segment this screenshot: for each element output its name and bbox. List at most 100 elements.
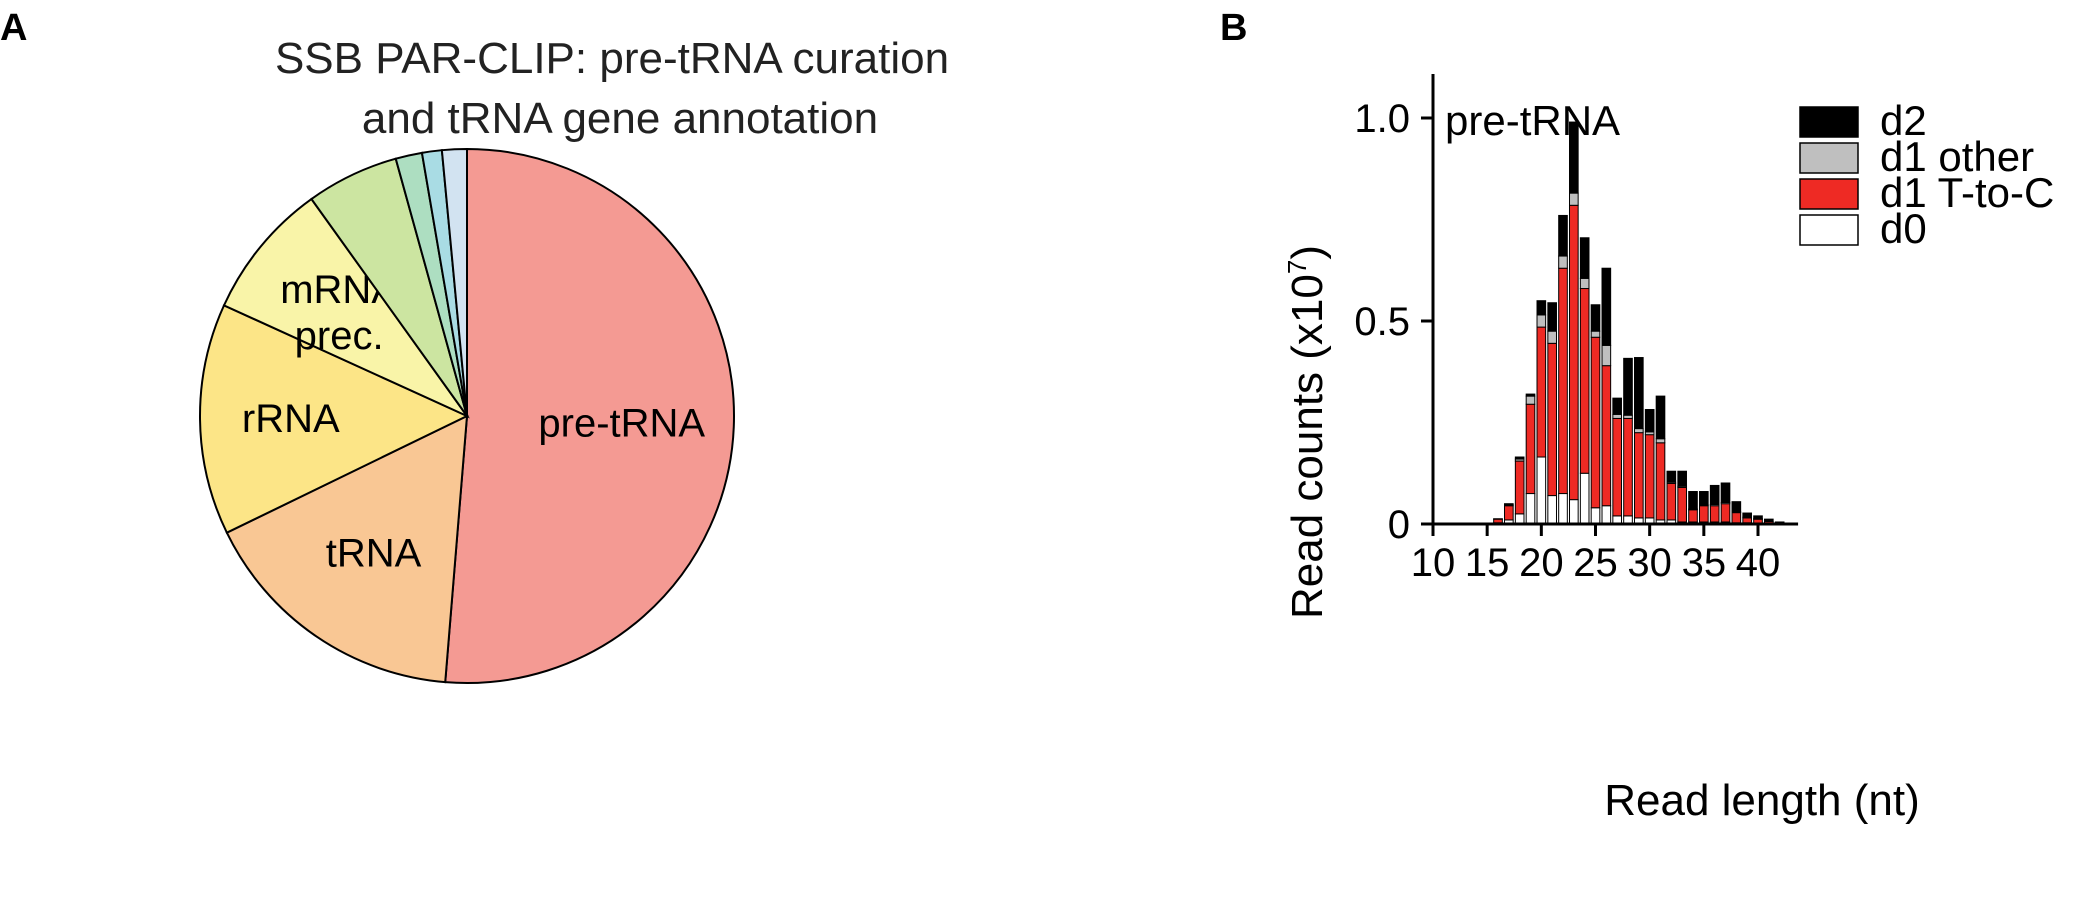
pie-slice-rrna (199, 304, 470, 535)
bar-segment-d0-23 (1569, 499, 1579, 525)
bar-segment-d1-t-to-c-29 (1634, 432, 1644, 519)
bar-segment-d1-other-19 (1525, 395, 1536, 405)
pie-label-rrna: rRNA (242, 397, 340, 441)
bar-segment-d1-other-20 (1536, 314, 1547, 328)
bar-segment-d1-t-to-c-28 (1623, 417, 1633, 517)
bar-segment-d1-t-to-c-25 (1590, 336, 1601, 509)
bar-segment-d2-17 (1504, 503, 1514, 506)
x-tick-label-10: 10 (1411, 541, 1456, 585)
bar-segment-d1-t-to-c-21 (1547, 342, 1557, 497)
x-tick-label-25: 25 (1573, 541, 1618, 585)
bar-segment-d0-18 (1514, 513, 1525, 525)
bar-segment-d1-t-to-c-30 (1644, 434, 1655, 519)
bar-segment-d2-34 (1688, 491, 1698, 510)
bar-segment-d2-26 (1601, 267, 1612, 346)
bar-segment-d0-19 (1525, 493, 1536, 525)
legend-label-d0: d0 (1880, 205, 1927, 252)
legend-swatch-d0 (1799, 214, 1859, 246)
bar-segment-d2-21 (1547, 302, 1557, 332)
bar-segment-d1-other-31 (1655, 438, 1666, 444)
y-tick-label-1-0: 1.0 (1354, 97, 1410, 141)
pie-title-line-2: and tRNA gene annotation (362, 94, 878, 143)
bar-segment-d1-other-26 (1601, 344, 1612, 367)
bar-segment-d1-other-21 (1547, 330, 1557, 344)
x-tick-label-15: 15 (1465, 541, 1510, 585)
bar-segment-d2-32 (1666, 470, 1677, 483)
panel-a-letter: A (0, 7, 27, 49)
bar-segment-d2-39 (1742, 512, 1752, 518)
bar-segment-d2-31 (1655, 395, 1666, 440)
bar-segment-d0-26 (1601, 505, 1612, 525)
bar-segment-d2-18 (1514, 456, 1525, 460)
bar-segment-d2-30 (1644, 409, 1655, 433)
y-axis-title-exponent: 7 (1282, 260, 1312, 274)
bar-segment-d1-t-to-c-24 (1579, 288, 1590, 474)
bar-segment-d2-19 (1525, 393, 1536, 397)
bar-segment-d1-t-to-c-31 (1655, 442, 1666, 521)
bar-segment-d1-t-to-c-23 (1569, 204, 1579, 501)
bar-segment-d2-20 (1536, 300, 1547, 316)
pie-label-pre-trna: pre-tRNA (538, 401, 705, 445)
legend-swatch-d2 (1799, 106, 1859, 138)
bar-segment-d1-t-to-c-22 (1558, 267, 1568, 495)
y-tick-label-0-5: 0.5 (1354, 300, 1410, 344)
bar-segment-d1-t-to-c-18 (1514, 460, 1525, 515)
pie-slice-unlabeled-7 (440, 147, 468, 417)
bar-segment-d0-21 (1547, 495, 1557, 525)
bar-segment-d2-33 (1677, 470, 1687, 487)
y-axis-title: Read counts (x107) (1282, 245, 1332, 619)
pie-label-trna: tRNA (326, 532, 422, 576)
legend-label-d1-t-to-c: d1 T-to-C (1880, 169, 2054, 216)
panel-b-letter: B (1220, 7, 1247, 49)
legend-label-d2: d2 (1880, 97, 1927, 144)
bar-segment-d1-t-to-c-38 (1731, 512, 1742, 524)
bar-segment-d1-t-to-c-33 (1677, 486, 1687, 523)
bar-segment-d1-t-to-c-19 (1525, 403, 1536, 495)
bar-segment-d2-28 (1623, 357, 1633, 416)
y-axis-title-text: Read counts (x10 (1283, 274, 1332, 619)
x-tick-label-30: 30 (1627, 541, 1672, 585)
bar-segment-d0-22 (1558, 493, 1568, 525)
bar-segment-d2-22 (1558, 214, 1568, 257)
bar-segment-d2-40 (1753, 515, 1763, 520)
bar-segment-d2-23 (1569, 121, 1579, 194)
bar-segment-d2-36 (1709, 484, 1720, 506)
bar-segment-d1-t-to-c-20 (1536, 326, 1547, 458)
x-tick-label-35: 35 (1682, 541, 1727, 585)
bar-segment-d2-29 (1634, 357, 1644, 430)
bar-segment-d2-24 (1579, 237, 1590, 279)
pie-slice-trna (225, 414, 469, 684)
x-tick-label-40: 40 (1736, 541, 1781, 585)
bar-segment-d2-35 (1699, 491, 1709, 506)
bar-segment-d1-t-to-c-37 (1720, 503, 1731, 523)
y-axis-title-close: ) (1283, 245, 1332, 260)
bar-segment-d2-41 (1764, 518, 1774, 523)
legend-swatch-d1-other (1799, 142, 1859, 174)
bar-segment-d1-t-to-c-32 (1666, 482, 1677, 521)
legend-swatch-d1-t-to-c (1799, 178, 1859, 210)
bar-segment-d2-37 (1720, 482, 1731, 503)
bar-segment-d1-t-to-c-27 (1612, 417, 1622, 517)
bar-segment-d1-other-27 (1612, 413, 1622, 419)
pie-slice-mrna-prec (222, 197, 470, 419)
bar-chart-axes: 10 15 20 25 30 35 40 0 0.5 1.0 (1354, 74, 1799, 585)
bar-segment-d1-other-29 (1634, 428, 1644, 434)
bar-segment-d0-24 (1579, 472, 1590, 525)
bar-segment-d1-t-to-c-36 (1709, 505, 1720, 523)
x-axis-title: Read length (nt) (1604, 776, 1920, 825)
bar-segment-d1-t-to-c-17 (1504, 505, 1514, 521)
bar-segment-d1-other-22 (1558, 255, 1568, 269)
bar-segment-d2-38 (1731, 501, 1742, 513)
legend-label-d1-other: d1 other (1880, 133, 2034, 180)
bar-segment-d1-t-to-c-34 (1688, 509, 1698, 523)
bar-segment-d1-other-24 (1579, 277, 1590, 290)
bar-segment-d2-16 (1493, 518, 1503, 520)
pie-slice-pre-trna (444, 147, 735, 684)
x-tick-label-20: 20 (1519, 541, 1564, 585)
bar-segment-d1-other-25 (1590, 330, 1601, 338)
y-tick-label-0: 0 (1388, 503, 1410, 547)
bar-segment-d1-t-to-c-39 (1742, 517, 1752, 524)
